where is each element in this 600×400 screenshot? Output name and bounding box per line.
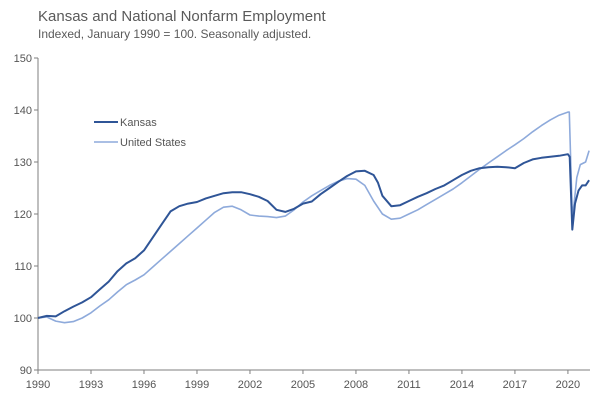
- x-tick-label: 2011: [397, 379, 421, 391]
- y-tick-label: 110: [14, 261, 32, 273]
- chart-series: [37, 111, 590, 324]
- x-tick-label: 1990: [26, 379, 50, 391]
- chart-subtitle: Indexed, January 1990 = 100. Seasonally …: [38, 27, 312, 41]
- y-tick-label: 100: [14, 313, 32, 325]
- y-tick-label: 90: [20, 365, 32, 377]
- series-line-united-states: [37, 111, 590, 324]
- x-tick-label: 2002: [238, 379, 262, 391]
- legend-label-kansas: Kansas: [120, 117, 157, 129]
- x-tick-label: 1996: [132, 379, 156, 391]
- legend-label-united-states: United States: [120, 137, 187, 149]
- y-tick-label: 120: [14, 209, 32, 221]
- y-tick-label: 150: [14, 53, 32, 65]
- x-tick-label: 1999: [185, 379, 209, 391]
- x-tick-label: 2014: [450, 379, 474, 391]
- chart-axes: 90 100 110 120 130 140 150 1990 1993 1996 1999 2002…: [14, 53, 590, 391]
- y-tick-label: 130: [14, 157, 32, 169]
- y-tick-label: 140: [14, 105, 32, 117]
- chart-title: Kansas and National Nonfarm Employment: [38, 8, 326, 25]
- x-tick-label: 2008: [344, 379, 368, 391]
- x-tick-label: 2017: [503, 379, 527, 391]
- chart-legend: Kansas United States: [94, 117, 187, 149]
- x-tick-label: 2020: [556, 379, 580, 391]
- x-tick-label: 2005: [291, 379, 315, 391]
- x-tick-label: 1993: [79, 379, 103, 391]
- series-line-kansas: [37, 153, 590, 319]
